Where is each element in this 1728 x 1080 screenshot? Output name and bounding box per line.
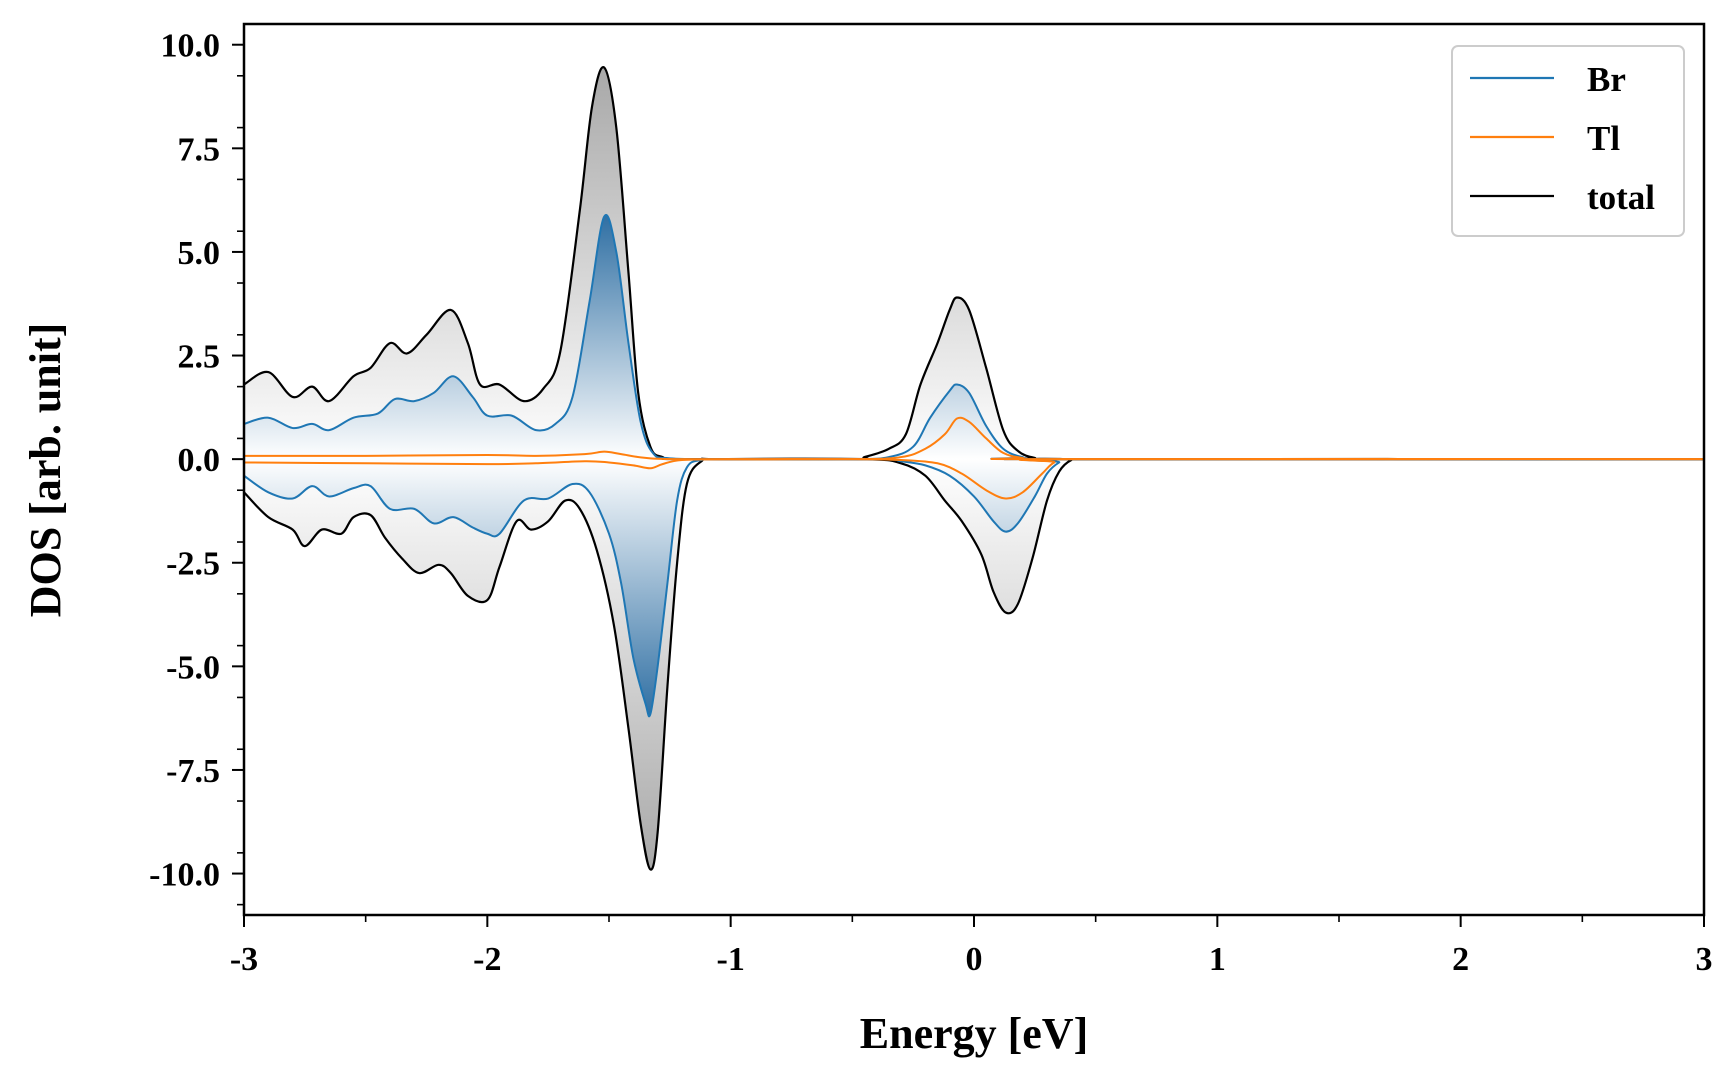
y-tick-label: -2.5 bbox=[166, 546, 220, 583]
y-tick-label: 0.0 bbox=[178, 442, 221, 479]
y-tick-label: 2.5 bbox=[178, 339, 221, 376]
legend-label-br: Br bbox=[1587, 60, 1626, 99]
y-axis-label: DOS [arb. unit] bbox=[21, 323, 70, 618]
tl-up-line bbox=[244, 416, 1704, 461]
br-down-line bbox=[244, 457, 1704, 718]
total-down-line bbox=[244, 457, 1704, 871]
total-up-line bbox=[244, 66, 1704, 461]
y-tick-label: -5.0 bbox=[166, 649, 220, 686]
y-tick-label: -10.0 bbox=[149, 857, 220, 894]
legend-label-total: total bbox=[1587, 178, 1655, 217]
tl-down-line bbox=[244, 457, 1704, 500]
total-down-fill bbox=[244, 458, 1704, 870]
br-up-fill bbox=[244, 214, 1704, 460]
x-tick-label: 1 bbox=[1209, 941, 1226, 978]
legend-label-tl: Tl bbox=[1587, 119, 1620, 158]
y-tick-label: -7.5 bbox=[166, 753, 220, 790]
x-tick-label: -2 bbox=[473, 941, 501, 978]
x-tick-label: 3 bbox=[1696, 941, 1713, 978]
legend-box bbox=[1451, 45, 1685, 237]
y-tick-label: 7.5 bbox=[178, 131, 221, 168]
br-down-fill bbox=[244, 458, 1704, 717]
br-up-line bbox=[244, 213, 1704, 461]
x-tick-label: -1 bbox=[717, 941, 745, 978]
x-tick-label: -3 bbox=[230, 941, 258, 978]
x-tick-label: 0 bbox=[966, 941, 983, 978]
x-axis-label: Energy [eV] bbox=[860, 1009, 1089, 1058]
legend: Br Tl total bbox=[1451, 45, 1685, 237]
x-tick-label: 2 bbox=[1452, 941, 1469, 978]
y-tick-label: 5.0 bbox=[178, 235, 221, 272]
y-tick-label: 10.0 bbox=[161, 28, 221, 65]
